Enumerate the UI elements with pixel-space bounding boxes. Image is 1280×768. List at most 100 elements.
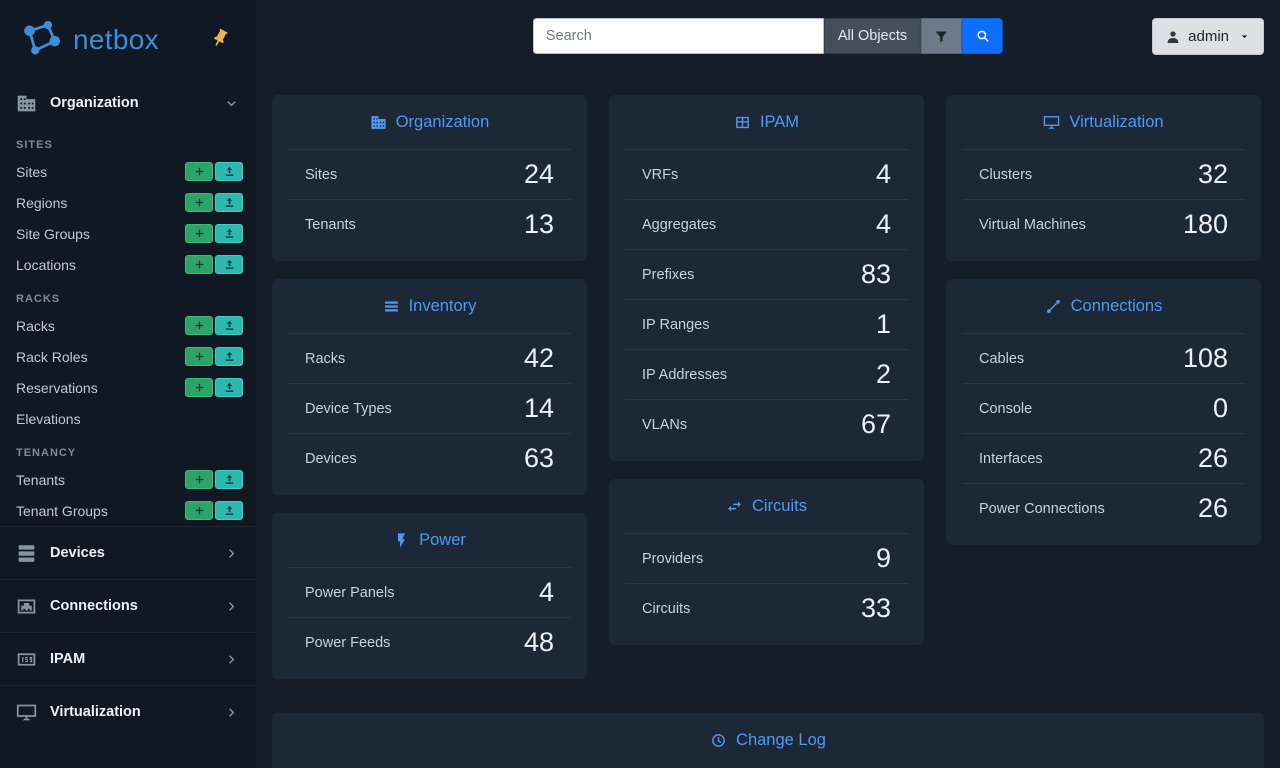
add-locations-button[interactable] [185,255,213,274]
stat-value: 26 [1197,443,1228,473]
item-actions [185,347,243,366]
stat-row-console[interactable]: Console 0 [962,383,1245,433]
add-tenant-groups-button[interactable] [185,501,213,520]
sidebar-group-header-sites: Sites [16,139,53,151]
upload-icon [225,166,233,176]
stat-row-devices[interactable]: Devices 63 [288,433,571,483]
sidebar-item-tenant-groups[interactable]: Tenant Groups [0,495,256,526]
stat-value: 4 [875,159,891,189]
stat-label: Clusters [979,166,1033,183]
stat-value: 2 [875,359,891,389]
stat-row-vlans[interactable]: VLANs 67 [625,399,908,449]
add-tenants-button[interactable] [185,470,213,489]
import-locations-button[interactable] [215,255,243,274]
import-racks-button[interactable] [215,316,243,335]
sidebar-item-rack-roles[interactable]: Rack Roles [0,341,256,372]
sidebar-group-header-racks: Racks [16,293,61,305]
building-icon [370,114,387,131]
sidebar-section-toggle-ipam[interactable]: IPAM [0,633,256,685]
search-submit-button[interactable] [962,18,1004,54]
stat-value: 33 [860,593,891,623]
import-rack-roles-button[interactable] [215,347,243,366]
sidebar-header: netbox [0,0,256,80]
add-rack-roles-button[interactable] [185,347,213,366]
stat-row-sites[interactable]: Sites 24 [288,149,571,199]
import-regions-button[interactable] [215,193,243,212]
import-tenants-button[interactable] [215,470,243,489]
sidebar: netbox Organization Sites Sites Regions [0,0,256,768]
card-ipam: IPAM VRFs 4 Aggregates 4 Prefixes 83 IP … [609,95,924,461]
add-reservations-button[interactable] [185,378,213,397]
sidebar-section-toggle-virtualization[interactable]: Virtualization [0,686,256,738]
sidebar-item-tenants[interactable]: Tenants [0,464,256,495]
stat-row-ip-addresses[interactable]: IP Addresses 2 [625,349,908,399]
stat-row-tenants[interactable]: Tenants 13 [288,199,571,249]
search-input[interactable] [532,18,824,54]
chevron-down-icon [223,95,240,112]
logo-text: netbox [73,24,159,55]
object-type-dropdown-button[interactable]: All Objects [823,18,922,54]
stat-row-ip-ranges[interactable]: IP Ranges 1 [625,299,908,349]
stat-row-cables[interactable]: Cables 108 [962,333,1245,383]
stat-row-circuits[interactable]: Circuits 33 [625,583,908,633]
sidebar-item-racks[interactable]: Racks [0,310,256,341]
sidebar-nav: Organization Sites Sites Regions Site Gr… [0,80,256,738]
stat-row-power-feeds[interactable]: Power Feeds 48 [288,617,571,667]
user-menu-button[interactable]: admin [1152,18,1264,55]
sidebar-section-toggle-devices[interactable]: Devices [0,527,256,579]
sidebar-item-elevations[interactable]: Elevations [0,403,256,434]
upload-icon [225,351,233,361]
stat-row-aggregates[interactable]: Aggregates 4 [625,199,908,249]
sidebar-section-toggle-connections[interactable]: Connections [0,580,256,632]
stat-label: Power Feeds [305,634,391,651]
user-menu-label: admin [1188,28,1229,45]
import-site-groups-button[interactable] [215,224,243,243]
server-icon [16,543,37,564]
card-organization: Organization Sites 24 Tenants 13 [272,95,587,261]
sidebar-item-regions[interactable]: Regions [0,187,256,218]
add-regions-button[interactable] [185,193,213,212]
stat-label: Providers [642,550,704,567]
stat-row-power-panels[interactable]: Power Panels 4 [288,567,571,617]
stat-row-providers[interactable]: Providers 9 [625,533,908,583]
sidebar-section-connections: Connections [0,579,256,632]
sidebar-item-reservations[interactable]: Reservations [0,372,256,403]
card-title: Power [272,513,587,567]
stat-row-vrfs[interactable]: VRFs 4 [625,149,908,199]
stat-row-power-connections[interactable]: Power Connections 26 [962,483,1245,533]
add-racks-button[interactable] [185,316,213,335]
pin-icon[interactable] [206,24,233,51]
stat-row-virtual-machines[interactable]: Virtual Machines 180 [962,199,1245,249]
stat-label: Console [979,400,1033,417]
add-sites-button[interactable] [185,162,213,181]
item-actions [185,501,243,520]
sidebar-item-label: Racks [16,317,55,334]
sidebar-item-site-groups[interactable]: Site Groups [0,218,256,249]
item-actions [185,316,243,335]
card-connections: Connections Cables 108 Console 0 Interfa… [946,279,1261,545]
sidebar-item-locations[interactable]: Locations [0,249,256,280]
main-content: All Objects admin Organization Sites 24 [256,0,1280,768]
card-title: Organization [272,95,587,149]
stat-row-prefixes[interactable]: Prefixes 83 [625,249,908,299]
import-tenant-groups-button[interactable] [215,501,243,520]
sidebar-section-organization: Organization Sites Sites Regions Site Gr… [0,80,256,526]
stat-row-device-types[interactable]: Device Types 14 [288,383,571,433]
import-sites-button[interactable] [215,162,243,181]
card-title-text: Organization [395,112,490,131]
stat-label: IP Ranges [642,316,710,333]
stat-row-clusters[interactable]: Clusters 32 [962,149,1245,199]
netbox-logo[interactable]: netbox [18,17,159,63]
filter-button[interactable] [921,18,963,54]
add-site-groups-button[interactable] [185,224,213,243]
sidebar-item-sites[interactable]: Sites [0,156,256,187]
sidebar-section-virtualization: Virtualization [0,685,256,738]
import-reservations-button[interactable] [215,378,243,397]
stat-row-interfaces[interactable]: Interfaces 26 [962,433,1245,483]
card-virtualization: Virtualization Clusters 32 Virtual Machi… [946,95,1261,261]
stat-value: 4 [538,577,554,607]
topbar: All Objects admin [256,0,1280,72]
stat-row-racks[interactable]: Racks 42 [288,333,571,383]
card-title-text: Connections [1070,296,1163,315]
sidebar-section-toggle-organization[interactable]: Organization [0,80,256,126]
